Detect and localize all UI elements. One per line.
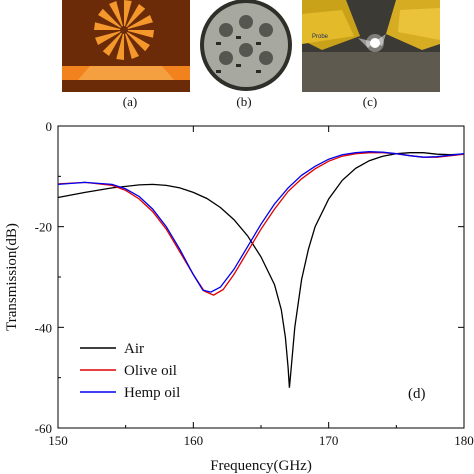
legend-label: Olive oil xyxy=(124,363,177,379)
series-lines xyxy=(57,151,465,388)
legend-label: Air xyxy=(124,341,144,357)
x-tick-label: 150 xyxy=(48,433,68,448)
y-tick-label: -60 xyxy=(35,421,52,436)
panel-label-d: (d) xyxy=(408,386,426,402)
x-tick-label: 160 xyxy=(184,433,204,448)
panel-label-c: (c) xyxy=(362,94,378,109)
legend: Air Olive oil Hemp oil xyxy=(80,341,180,401)
photo-a xyxy=(62,0,190,92)
probe-label: Probe xyxy=(312,34,329,40)
transmission-chart: 150 160 170 180 0 -20 -40 -60 Air Olive oil Hemp … xyxy=(4,119,474,474)
x-tick-label: 170 xyxy=(319,433,339,448)
x-axis-label: Frequency(GHz) xyxy=(210,458,312,474)
legend-label: Hemp oil xyxy=(124,385,180,401)
y-tick-label: -40 xyxy=(35,320,52,335)
photo-c: Probe xyxy=(302,0,440,92)
axis-ticks: 150 160 170 180 0 -20 -40 -60 xyxy=(35,119,474,448)
x-tick-label: 180 xyxy=(454,433,474,448)
y-tick-label: -20 xyxy=(35,220,52,235)
series-line-hemp-oil xyxy=(57,151,465,293)
series-line-air xyxy=(57,152,465,388)
y-tick-label: 0 xyxy=(46,119,53,134)
y-axis-label: Transmission(dB) xyxy=(4,223,20,331)
photo-b xyxy=(196,0,296,92)
panel-label-a: (a) xyxy=(122,94,138,109)
plot-frame xyxy=(57,125,465,429)
panel-label-b: (b) xyxy=(236,94,252,109)
